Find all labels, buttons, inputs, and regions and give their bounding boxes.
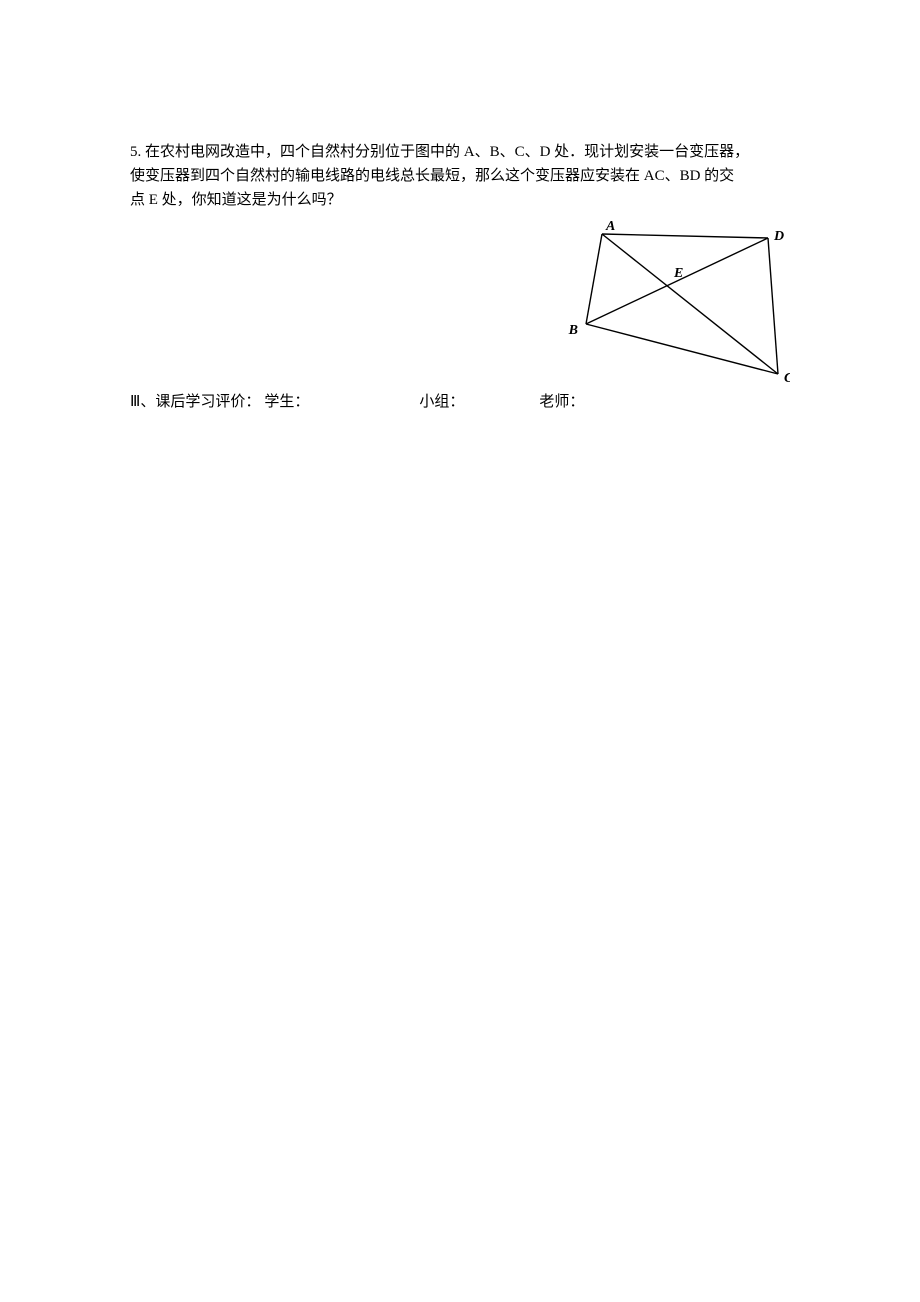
edge-B-D — [586, 238, 768, 324]
problem-line-1: 5. 在农村电网改造中，四个自然村分别位于图中的 A、B、C、D 处．现计划安装… — [130, 144, 749, 160]
node-label-C: C — [784, 371, 790, 386]
figure-container: A D B C E — [130, 216, 790, 386]
problem-text: 5. 在农村电网改造中，四个自然村分别位于图中的 A、B、C、D 处．现计划安装… — [130, 140, 790, 212]
edge-D-C — [768, 238, 778, 374]
problem-line-2: 使变压器到四个自然村的输电线路的电线总长最短，那么这个变压器应安装在 AC、BD… — [130, 168, 734, 184]
evaluation-student-label: 学生： — [264, 390, 309, 411]
node-label-D: D — [773, 229, 784, 244]
evaluation-group-label: 小组： — [419, 390, 464, 411]
evaluation-row: Ⅲ、课后学习评价： 学生： 小组： 老师： — [130, 390, 790, 411]
node-label-A: A — [605, 219, 615, 234]
evaluation-prefix: Ⅲ、课后学习评价： — [130, 390, 260, 411]
evaluation-teacher-label: 老师： — [539, 390, 584, 411]
node-label-E: E — [673, 266, 683, 281]
edge-A-B — [586, 234, 602, 324]
edge-A-D — [602, 234, 768, 238]
edge-B-C — [586, 324, 778, 374]
geometry-diagram: A D B C E — [560, 216, 790, 386]
problem-line-3: 点 E 处，你知道这是为什么吗？ — [130, 192, 342, 208]
node-label-B: B — [568, 323, 578, 338]
page-root: 5. 在农村电网改造中，四个自然村分别位于图中的 A、B、C、D 处．现计划安装… — [0, 0, 920, 411]
